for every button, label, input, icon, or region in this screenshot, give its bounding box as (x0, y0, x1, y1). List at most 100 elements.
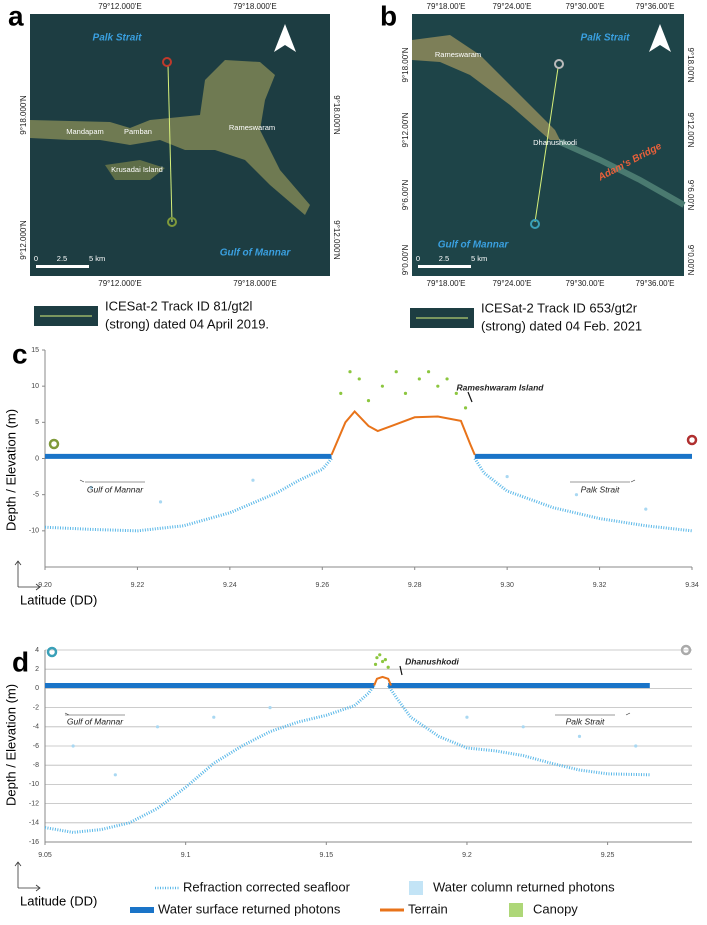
series-line (386, 684, 650, 777)
map-b-track (534, 67, 559, 223)
y-tick-label: -16 (29, 839, 39, 846)
annotation: Dhanushkodi (405, 656, 459, 666)
map-a-pin (162, 57, 172, 67)
x-tick-label: 9.34 (685, 582, 699, 589)
x-tick-label: 9.28 (408, 582, 422, 589)
series-point (383, 658, 387, 662)
y-tick-label: -10 (29, 528, 39, 535)
scale-label: 5 km (89, 254, 105, 263)
caption: ICESat-2 Track ID 653/gt2r (481, 300, 638, 315)
direction-arrow (555, 712, 631, 716)
annotation-arrow (467, 391, 473, 403)
y-tick-label: -14 (29, 820, 39, 827)
x-tick-label: 9.2 (462, 852, 472, 859)
y-tick-label: 15 (31, 347, 39, 354)
caption: ICESat-2 Track ID 81/gt2l (105, 298, 253, 313)
map-top-tick: 79°36.00'E (636, 2, 675, 11)
y-tick-label: 0 (35, 685, 39, 692)
series-point (521, 725, 525, 729)
x-tick-label: 9.05 (38, 852, 52, 859)
x-tick-label: 9.25 (601, 852, 615, 859)
series-point (417, 377, 421, 381)
map-left-tick: 9°0.00'N (401, 245, 410, 276)
series-line (44, 684, 376, 834)
map-right-tick: 9°12.00'N (686, 113, 695, 148)
map-bottom-tick: 79°18.00'E (427, 279, 466, 288)
place-label: Gulf of Mannar (220, 248, 292, 259)
annotation: Gulf of Mannar (67, 716, 124, 726)
legend-label: Terrain (408, 901, 448, 916)
series-point (386, 665, 390, 669)
map-top-tick: 79°30.00'E (566, 2, 605, 11)
location-pin (686, 434, 698, 446)
series-point (268, 706, 272, 710)
y-tick-label: -12 (29, 800, 39, 807)
map-a-island (105, 160, 165, 180)
map-bottom-tick: 79°36.00'E (636, 279, 675, 288)
map-left-tick: 9°12.00'N (401, 112, 410, 147)
series-point (380, 384, 384, 388)
y-tick-label: -6 (33, 743, 39, 750)
map-top-tick: 79°18.000'E (233, 2, 276, 11)
y-axis-title: Depth / Elevation (m) (3, 409, 18, 531)
series-line (373, 675, 392, 686)
location-pin (46, 646, 58, 658)
map-left-tick: 9°12.000'N (19, 220, 28, 260)
series-point (71, 744, 75, 748)
legend-label: Canopy (533, 901, 578, 916)
scale-label: 2.5 (439, 254, 449, 263)
x-tick-label: 9.30 (500, 582, 514, 589)
place-label: Pamban (124, 127, 152, 136)
y-tick-label: -8 (33, 762, 39, 769)
place-label: Palk Strait (581, 33, 631, 44)
series-point (378, 653, 382, 657)
legend-label: Refraction corrected seafloor (183, 879, 351, 894)
series-point (463, 406, 468, 410)
series-point (644, 507, 648, 511)
map-bottom-tick: 79°30.00'E (566, 279, 605, 288)
series-point (465, 715, 469, 719)
annotation-arrow (399, 665, 403, 676)
annotation: Rameshwaram Island (457, 382, 545, 392)
y-tick-label: -2 (33, 704, 39, 711)
map-bottom-tick: 79°18.000'E (233, 279, 276, 288)
y-tick-label: 5 (35, 419, 39, 426)
y-tick-label: 4 (35, 647, 39, 654)
series-point (357, 377, 361, 381)
legend-label: Water column returned photons (433, 879, 615, 894)
map-left-tick: 9°18.00'N (401, 47, 410, 82)
y-tick-label: -4 (33, 724, 39, 731)
x-tick-label: 9.1 (181, 852, 191, 859)
map-bottom-tick: 79°24.00'E (493, 279, 532, 288)
map-top-tick: 79°24.00'E (493, 2, 532, 11)
direction-arrow (79, 479, 145, 483)
map-right-tick: 9°18.00'N (686, 48, 695, 83)
direction-arrow (64, 712, 125, 716)
place-label: Rameswaram (435, 50, 481, 59)
series-point (505, 474, 509, 479)
annotation: Palk Strait (581, 484, 620, 494)
series-point (155, 725, 160, 729)
series-point (89, 485, 93, 490)
series-point (426, 370, 431, 374)
panel-label: d (12, 646, 29, 677)
series-point (113, 773, 117, 777)
place-label: Rameswaram (229, 123, 275, 132)
scale-label: 0 (416, 254, 420, 263)
scale-label: 2.5 (57, 254, 67, 263)
legend-swatch (409, 881, 423, 895)
map-b-reef (558, 139, 686, 208)
caption: (strong) dated 04 Feb. 2021 (481, 318, 642, 333)
y-tick-label: 10 (31, 383, 39, 390)
series-point (251, 478, 255, 482)
y-tick-label: -5 (33, 492, 39, 499)
place-label: Gulf of Mannar (438, 240, 510, 251)
series-point (375, 656, 379, 660)
map-right-tick: 9°18.000'N (332, 95, 341, 135)
x-axis-title: Latitude (DD) (20, 592, 97, 607)
series-point (339, 391, 343, 395)
y-tick-label: -10 (29, 781, 39, 788)
legend-swatch (509, 903, 523, 917)
panel-label: c (12, 338, 28, 369)
